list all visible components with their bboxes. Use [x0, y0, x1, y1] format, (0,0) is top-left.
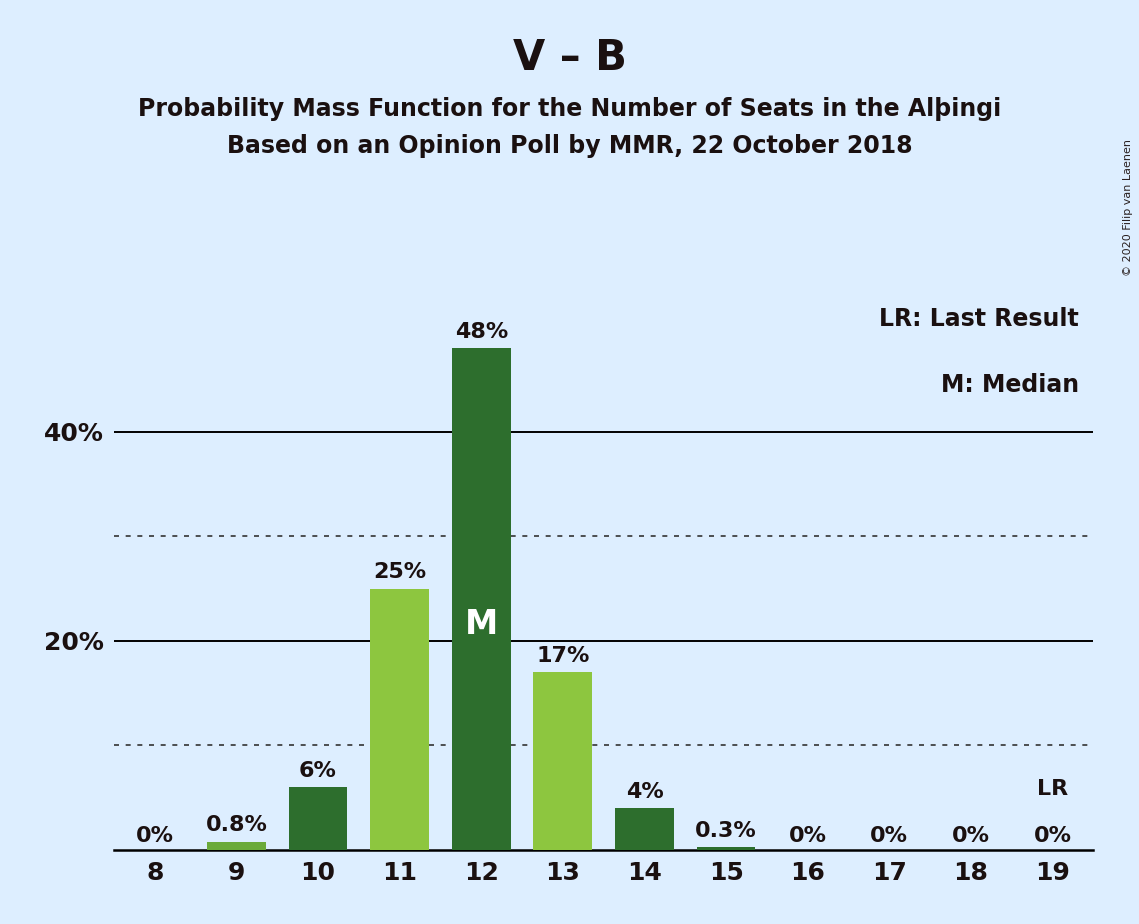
Text: 0.8%: 0.8% — [205, 816, 268, 835]
Text: Probability Mass Function for the Number of Seats in the Alþingi: Probability Mass Function for the Number… — [138, 97, 1001, 121]
Text: 0%: 0% — [1033, 826, 1072, 845]
Bar — [615, 808, 674, 850]
Text: V – B: V – B — [513, 37, 626, 79]
Bar — [533, 673, 592, 850]
Bar — [452, 348, 510, 850]
Text: M: Median: M: Median — [941, 373, 1079, 397]
Text: 17%: 17% — [536, 646, 590, 666]
Text: LR: Last Result: LR: Last Result — [879, 307, 1079, 331]
Text: 0%: 0% — [870, 826, 909, 845]
Text: 0%: 0% — [136, 826, 174, 845]
Text: M: M — [465, 608, 498, 640]
Text: 4%: 4% — [625, 782, 663, 802]
Text: Based on an Opinion Poll by MMR, 22 October 2018: Based on an Opinion Poll by MMR, 22 Octo… — [227, 134, 912, 158]
Bar — [207, 842, 265, 850]
Bar — [697, 847, 755, 850]
Text: 0%: 0% — [952, 826, 990, 845]
Bar — [288, 787, 347, 850]
Text: 25%: 25% — [374, 563, 426, 582]
Text: 6%: 6% — [300, 761, 337, 781]
Bar — [370, 589, 429, 850]
Text: 48%: 48% — [454, 322, 508, 342]
Text: 0.3%: 0.3% — [695, 821, 757, 841]
Text: © 2020 Filip van Laenen: © 2020 Filip van Laenen — [1123, 139, 1133, 275]
Text: 0%: 0% — [788, 826, 827, 845]
Text: LR: LR — [1038, 779, 1068, 799]
